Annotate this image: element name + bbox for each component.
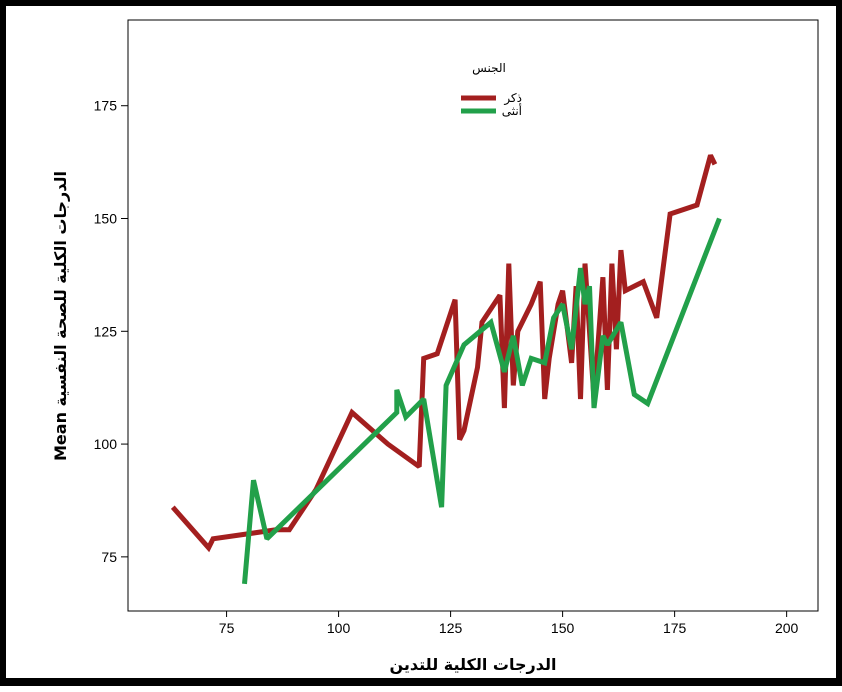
x-axis: 75 100 125 150 175 200 — [219, 611, 799, 636]
y-tick-label: 100 — [94, 436, 118, 452]
legend: الجنس ذكر أنثى — [461, 61, 522, 118]
y-axis-title: Mean الدرجات الكلية للصحة النفسية — [51, 171, 70, 461]
legend-title: الجنس — [472, 61, 506, 76]
y-tick-label: 75 — [101, 549, 117, 565]
legend-label-series-1: ذكر — [503, 91, 522, 106]
x-tick-label: 150 — [551, 620, 575, 636]
x-tick-label: 175 — [663, 620, 687, 636]
line-chart: 75 100 125 150 175 200 75 100 125 150 175 الدرجات… — [51, 19, 819, 674]
x-tick-label: 100 — [327, 620, 351, 636]
y-tick-label: 125 — [94, 323, 118, 339]
series-layer — [170, 154, 722, 585]
x-tick-label: 200 — [775, 620, 799, 636]
y-axis: 75 100 125 150 175 — [94, 98, 128, 565]
legend-label-series-2: أنثى — [502, 103, 522, 118]
y-tick-label: 175 — [94, 98, 118, 114]
x-tick-label: 75 — [219, 620, 235, 636]
x-tick-label: 125 — [439, 620, 463, 636]
plot-area — [127, 19, 819, 612]
x-axis-title: الدرجات الكلية للتدين — [390, 655, 557, 674]
series-line-2 — [242, 217, 722, 585]
y-tick-label: 150 — [94, 211, 118, 227]
series-line-1 — [170, 154, 718, 553]
